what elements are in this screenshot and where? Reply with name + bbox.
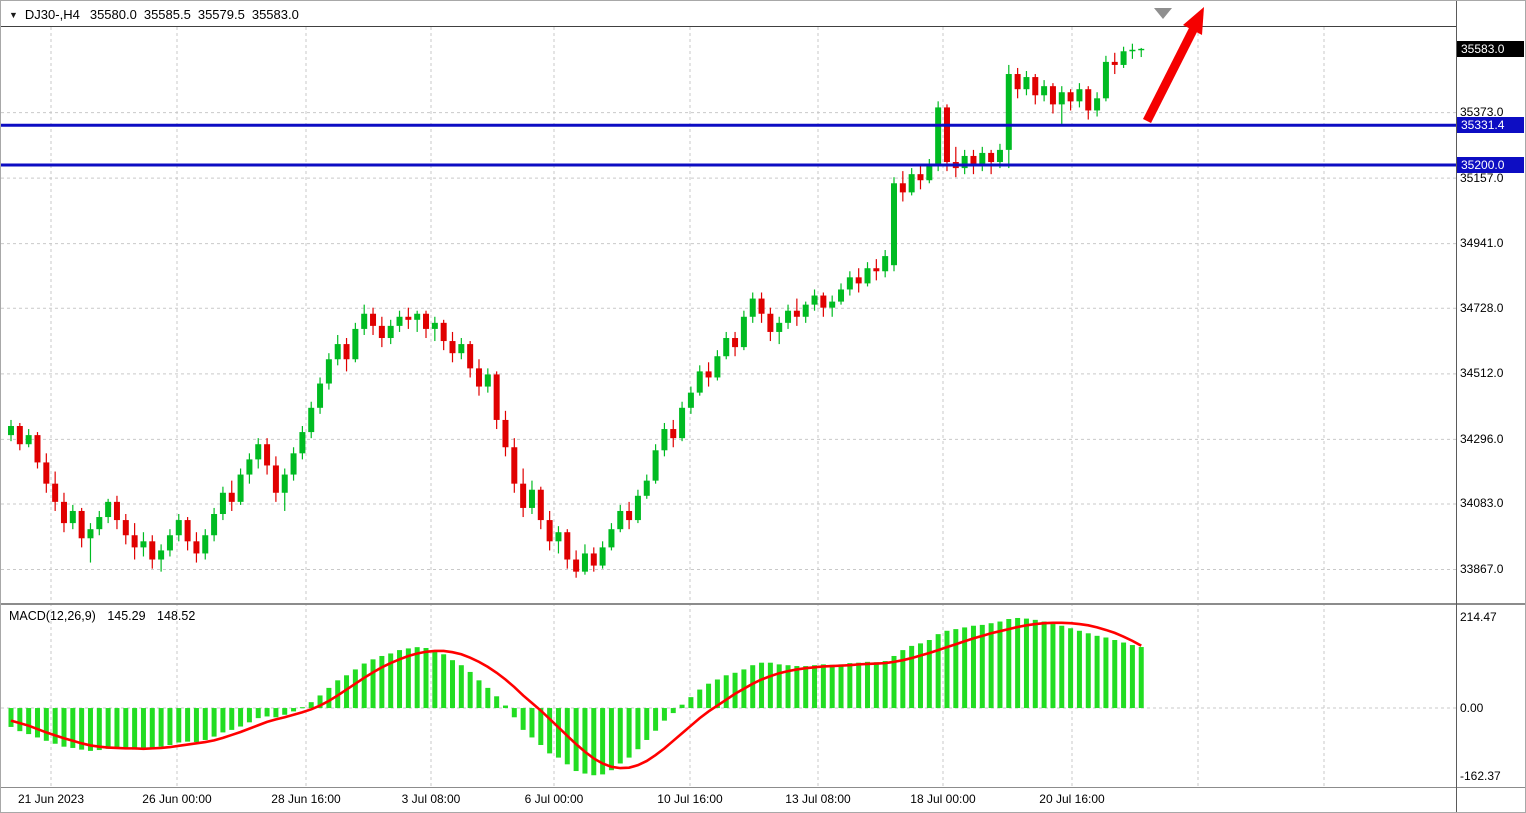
- level-price-badge: 35200.0: [1457, 157, 1524, 174]
- ohlc-low: 35579.5: [197, 7, 245, 22]
- grid-layer: [1, 27, 1456, 787]
- macd-indicator-label: MACD(12,26,9) 145.29 148.52: [9, 609, 203, 623]
- ohlc-close: 35583.0: [251, 7, 299, 22]
- price-axis-label: 35373.0: [1460, 105, 1504, 120]
- price-axis-label: 34083.0: [1460, 496, 1504, 511]
- time-axis-label: 28 Jun 16:00: [271, 792, 341, 806]
- macd-histogram: [8, 617, 1144, 776]
- time-axis-label: 20 Jul 16:00: [1039, 792, 1105, 806]
- trend-arrow[interactable]: [1142, 25, 1199, 124]
- price-axis-label: 33867.0: [1460, 562, 1504, 577]
- time-axis-label: 26 Jun 00:00: [142, 792, 212, 806]
- time-axis-label: 13 Jul 08:00: [785, 792, 851, 806]
- macd-axis-label: 214.47: [1460, 610, 1497, 625]
- autoscroll-triangle-icon[interactable]: [1154, 8, 1172, 19]
- time-axis-label: 6 Jul 00:00: [524, 792, 584, 806]
- candles-layer: [8, 43, 1145, 578]
- macd-name: MACD(12,26,9): [9, 609, 96, 623]
- macd-main-value: 145.29: [107, 609, 146, 623]
- time-axis-label: 18 Jul 00:00: [910, 792, 976, 806]
- price-axis-label: 34296.0: [1460, 431, 1504, 446]
- macd-signal-line: [10, 621, 1142, 770]
- trend-arrow-head[interactable]: [1183, 7, 1204, 35]
- time-axis-label: 21 Jun 2023: [17, 792, 85, 806]
- symbol-ohlc-header: ▼ DJ30-,H4 35580.0 35585.5 35579.5 35583…: [9, 7, 306, 22]
- time-axis-label: 10 Jul 16:00: [657, 792, 723, 806]
- price-axis-label: 34728.0: [1460, 300, 1504, 315]
- level-price-badge: 35331.4: [1457, 117, 1524, 134]
- ohlc-open: 35580.0: [89, 7, 137, 22]
- price-axis-label: 34512.0: [1460, 366, 1504, 381]
- price-axis-label: 34941.0: [1460, 236, 1504, 251]
- macd-axis-label: 0.00: [1460, 700, 1484, 715]
- time-axis-label: 3 Jul 08:00: [401, 792, 461, 806]
- macd-signal-value: 148.52: [157, 609, 196, 623]
- symbol-timeframe: DJ30-,H4: [24, 7, 80, 22]
- macd-axis-label: -162.37: [1460, 768, 1501, 783]
- price-axis-label: 35157.0: [1460, 170, 1504, 185]
- macd-panel-separator[interactable]: [1, 603, 1526, 605]
- symbol-marker-icon: ▼: [9, 9, 18, 20]
- ohlc-high: 35585.5: [143, 7, 191, 22]
- time-axis[interactable]: [1, 788, 1456, 812]
- current-price-badge: 35583.0: [1457, 40, 1524, 57]
